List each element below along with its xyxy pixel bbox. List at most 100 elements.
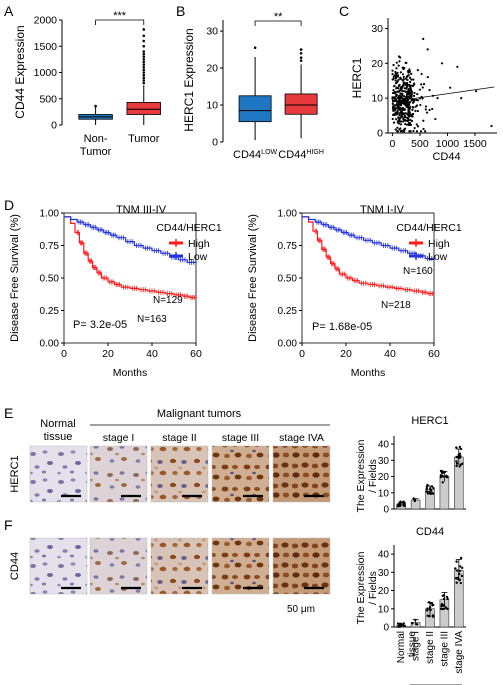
y-tick-label: 20 bbox=[378, 586, 390, 597]
scatter-point bbox=[414, 109, 417, 112]
y-tick-label: 0.50 bbox=[278, 274, 298, 285]
scatter-point bbox=[415, 130, 419, 133]
ihc-image-herc1-3 bbox=[211, 445, 270, 503]
panel-letters: A B C D E F bbox=[4, 3, 349, 533]
scatter-point bbox=[403, 95, 406, 98]
scatter-point bbox=[392, 88, 395, 92]
significance-bracket bbox=[95, 19, 145, 25]
scatter-point bbox=[407, 103, 411, 106]
data-point bbox=[428, 606, 432, 609]
data-point bbox=[459, 447, 463, 451]
data-point bbox=[458, 572, 461, 576]
scatter-point bbox=[422, 37, 425, 41]
data-point bbox=[413, 499, 417, 503]
y-axis-label-line-0: The Expression bbox=[355, 439, 367, 512]
data-point bbox=[411, 622, 414, 625]
data-point bbox=[459, 455, 462, 458]
outlier-point bbox=[142, 52, 146, 56]
scatter-point bbox=[399, 97, 402, 100]
outlier-point bbox=[142, 50, 146, 53]
scatter-point bbox=[394, 128, 397, 131]
scatter-point bbox=[402, 100, 405, 103]
data-point bbox=[403, 624, 406, 628]
scatter-point bbox=[407, 108, 411, 111]
scatter-point bbox=[490, 124, 493, 128]
scatter-point bbox=[392, 113, 395, 116]
data-point bbox=[442, 597, 446, 601]
box-1 bbox=[126, 102, 161, 115]
data-point bbox=[426, 483, 429, 487]
panel-letter-f: F bbox=[4, 517, 13, 533]
box-0 bbox=[238, 95, 272, 123]
data-point bbox=[443, 470, 447, 474]
ihc-image-cd44-3 bbox=[211, 537, 270, 595]
legend-title: CD44/HERC1 bbox=[396, 222, 462, 234]
x-tick-label: 40 bbox=[384, 348, 396, 360]
scatter-point bbox=[420, 72, 423, 76]
scatter-point bbox=[456, 65, 459, 68]
data-point bbox=[458, 452, 462, 456]
y-tick-label: 30 bbox=[378, 456, 390, 467]
data-point bbox=[429, 488, 433, 492]
scatter-point bbox=[426, 75, 429, 79]
scatter-point bbox=[393, 108, 397, 111]
stage-header-0: stage I bbox=[103, 432, 135, 444]
data-point bbox=[455, 560, 458, 563]
chart-subtitle: TNM III-IV bbox=[116, 204, 167, 216]
data-point bbox=[426, 614, 429, 617]
data-point bbox=[428, 614, 431, 618]
scatter-point bbox=[413, 83, 416, 86]
y-tick-label: 0 bbox=[51, 120, 57, 132]
scatter-point bbox=[410, 99, 413, 102]
scatter-point bbox=[392, 109, 395, 112]
x-category-label-0-line-1: Tumor bbox=[80, 146, 112, 158]
outlier-point bbox=[142, 44, 146, 48]
scatter-point bbox=[399, 71, 402, 74]
x-tick-label: 20 bbox=[102, 348, 114, 360]
scatter-point bbox=[409, 80, 412, 84]
chart-title: HERC1 bbox=[411, 415, 448, 427]
data-point bbox=[456, 456, 460, 459]
y-tick-label: 20 bbox=[206, 63, 218, 75]
scatter-point bbox=[436, 97, 439, 100]
x-category-label-0-line-0: Non- bbox=[84, 133, 108, 145]
y-tick-label: 0.75 bbox=[40, 241, 60, 252]
scatter-point bbox=[422, 127, 425, 131]
outlier-point bbox=[299, 59, 303, 62]
x-category-label-3-line-0: stage III bbox=[439, 631, 450, 667]
p-value: P= 1.68e-05 bbox=[312, 321, 372, 333]
data-point bbox=[432, 603, 435, 607]
scatter-point bbox=[409, 91, 412, 95]
y-tick-label: 0.50 bbox=[40, 274, 60, 285]
scatter-point bbox=[440, 62, 444, 65]
data-point bbox=[444, 475, 448, 478]
scatter-point bbox=[398, 114, 401, 117]
y-axis-label-line-1: / Fields bbox=[367, 571, 379, 605]
y-tick-label: 0.25 bbox=[40, 306, 60, 317]
n-label-low: N=129 bbox=[153, 295, 183, 306]
legend-label-low: Low bbox=[188, 251, 208, 263]
scatter-point bbox=[413, 91, 416, 95]
scatter-point bbox=[412, 94, 416, 98]
scatter-point bbox=[400, 104, 403, 107]
stage-header-2: stage III bbox=[222, 432, 259, 444]
ihc-image-cd44-0 bbox=[29, 537, 88, 595]
scatter-point bbox=[426, 111, 429, 114]
n-label-low: N=160 bbox=[403, 266, 433, 277]
stage-header-3: stage IVA bbox=[279, 432, 324, 444]
scatter-point bbox=[404, 122, 407, 126]
chart-subtitle: TNM I-IV bbox=[360, 204, 405, 216]
scatter-point bbox=[422, 119, 425, 122]
data-point bbox=[398, 504, 402, 508]
ihc-image-herc1-1 bbox=[89, 445, 148, 503]
data-point bbox=[455, 569, 459, 572]
scatter-point bbox=[393, 91, 396, 94]
scatter-point bbox=[392, 63, 395, 67]
data-point bbox=[402, 504, 405, 507]
scatter-point bbox=[401, 107, 405, 110]
outlier-point bbox=[94, 104, 97, 108]
panel-f-bar-cd44: 0 10 20 30 40 CD44 The Expression / Fields Norma… bbox=[355, 526, 466, 685]
scatter-point bbox=[434, 117, 437, 121]
data-point bbox=[441, 607, 445, 611]
data-point bbox=[399, 622, 403, 626]
